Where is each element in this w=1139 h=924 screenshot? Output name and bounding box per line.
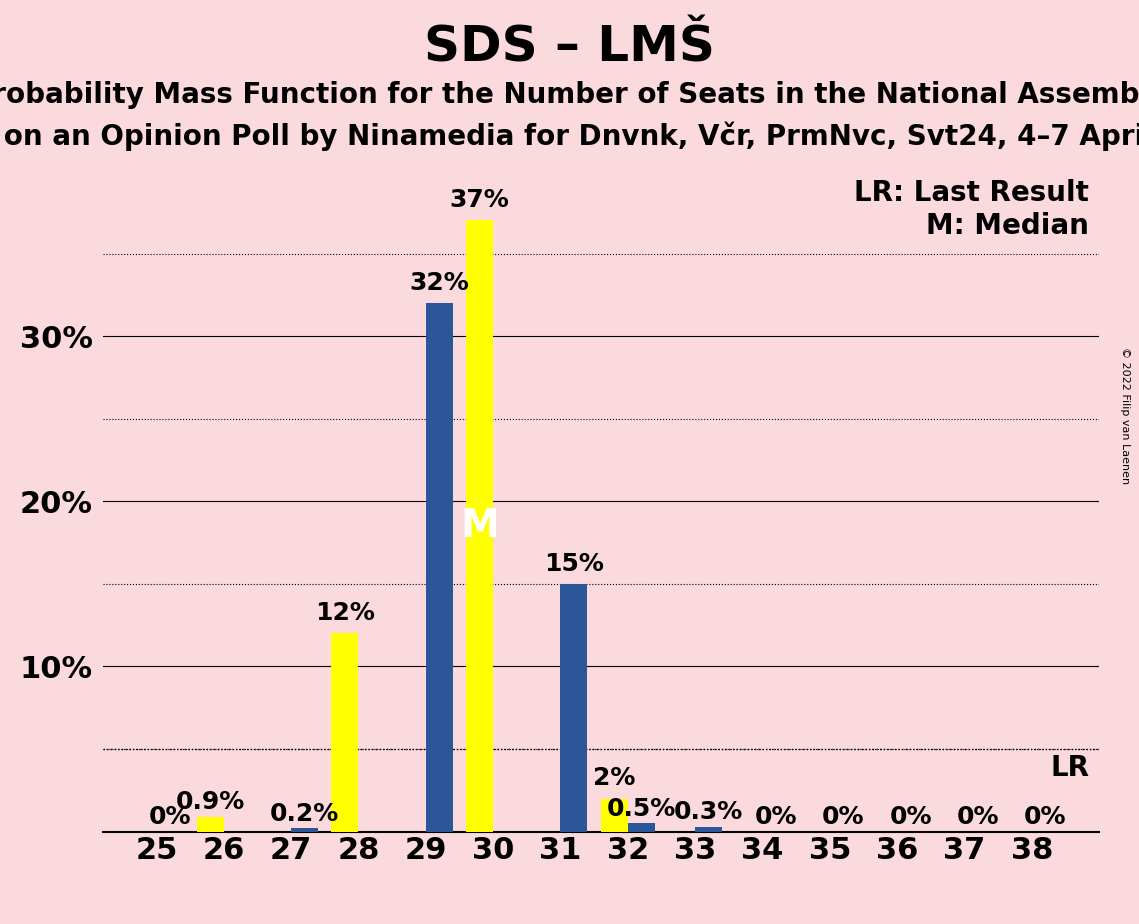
Text: 0%: 0% bbox=[1024, 805, 1066, 829]
Text: SDS – LMŠ: SDS – LMŠ bbox=[424, 23, 715, 71]
Text: 0%: 0% bbox=[890, 805, 932, 829]
Bar bbox=[331, 634, 359, 832]
Text: 0.5%: 0.5% bbox=[607, 796, 675, 821]
Text: Probability Mass Function for the Number of Seats in the National Assembly: Probability Mass Function for the Number… bbox=[0, 81, 1139, 109]
Bar bbox=[628, 823, 655, 832]
Text: LR: LR bbox=[1050, 754, 1089, 782]
Text: 32%: 32% bbox=[409, 271, 469, 295]
Bar bbox=[426, 303, 452, 832]
Text: 15%: 15% bbox=[544, 552, 604, 576]
Text: © 2022 Filip van Laenen: © 2022 Filip van Laenen bbox=[1121, 347, 1130, 484]
Text: 0.2%: 0.2% bbox=[270, 802, 339, 826]
Text: 0.9%: 0.9% bbox=[175, 790, 245, 814]
Text: LR: Last Result: LR: Last Result bbox=[854, 179, 1089, 207]
Text: 2%: 2% bbox=[593, 766, 636, 790]
Text: 37%: 37% bbox=[450, 188, 509, 213]
Bar bbox=[695, 827, 722, 832]
Bar bbox=[292, 828, 318, 832]
Text: 0%: 0% bbox=[957, 805, 999, 829]
Bar bbox=[197, 817, 223, 832]
Text: 12%: 12% bbox=[316, 602, 375, 626]
Text: M: Median: M: Median bbox=[926, 213, 1089, 240]
Text: 0.3%: 0.3% bbox=[674, 800, 743, 824]
Bar bbox=[601, 798, 628, 832]
Text: 0%: 0% bbox=[148, 805, 191, 829]
Text: M: M bbox=[460, 507, 499, 545]
Text: 0%: 0% bbox=[822, 805, 865, 829]
Bar bbox=[560, 584, 588, 832]
Text: Based on an Opinion Poll by Ninamedia for Dnvnk, Včr, PrmNvc, Svt24, 4–7 April 2: Based on an Opinion Poll by Ninamedia fo… bbox=[0, 122, 1139, 152]
Bar bbox=[466, 221, 493, 832]
Text: 0%: 0% bbox=[755, 805, 797, 829]
